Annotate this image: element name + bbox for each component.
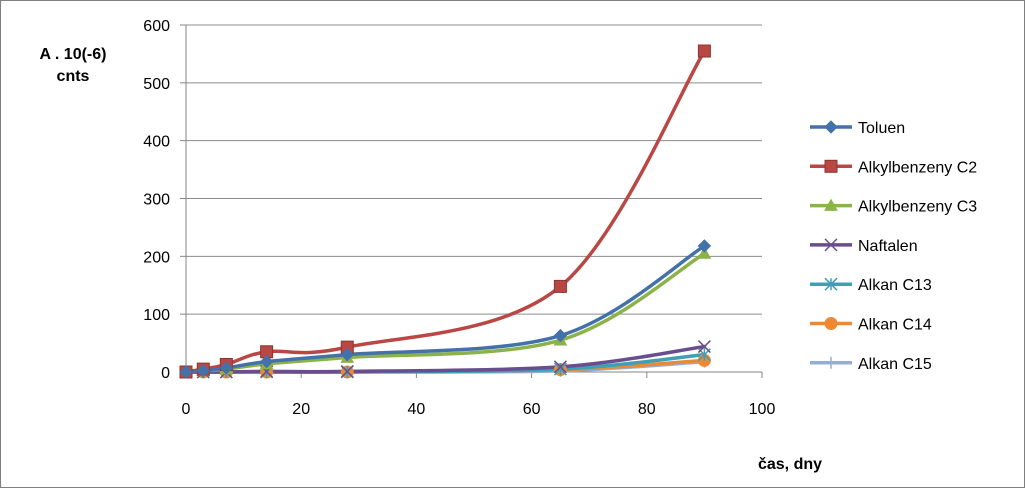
legend-marker-4: [824, 277, 838, 291]
legend-marker-3: [824, 238, 838, 252]
y-axis-label-line2: cnts: [56, 68, 90, 85]
y-tick-label-1: 100: [143, 307, 170, 324]
x-tick-label-0: 0: [182, 401, 191, 418]
data-point-0-3: [259, 354, 274, 369]
legend-label-2: Alkylbenzeny C3: [858, 199, 977, 216]
data-point-3-4: [340, 364, 354, 378]
legend-item-3: Naftalen: [810, 238, 918, 255]
data-point-2-6: [697, 246, 712, 259]
y-tick-label-4: 400: [143, 134, 170, 151]
data-point-0-5: [553, 328, 568, 343]
y-tick-label-5: 500: [143, 76, 170, 93]
legend-item-5: Alkan C14: [810, 317, 932, 334]
legend-item-6: Alkan C15: [810, 356, 932, 373]
x-tick-label-1: 20: [292, 401, 310, 418]
data-point-4-5: [553, 362, 567, 376]
data-point-0-0: [179, 365, 193, 379]
series-line-1: [184, 49, 707, 374]
data-point-3-6: [697, 340, 711, 354]
legend-label-3: Naftalen: [858, 238, 918, 255]
legend-label-6: Alkan C15: [858, 356, 932, 373]
legend-marker-6: [825, 356, 837, 369]
legend-label-4: Alkan C13: [858, 277, 932, 294]
legend-item-4: Alkan C13: [810, 277, 932, 294]
legend-marker-2: [824, 198, 838, 211]
data-point-0-6: [697, 239, 712, 253]
legend-marker-1: [824, 159, 838, 173]
data-point-1-6: [697, 44, 711, 58]
x-tick-label-4: 80: [638, 401, 656, 418]
data-point-1-5: [553, 279, 567, 293]
x-tick-label-2: 40: [408, 401, 426, 418]
y-tick-label-6: 600: [143, 18, 170, 35]
data-point-0-1: [196, 364, 210, 378]
legend-label-1: Alkylbenzeny C2: [858, 159, 977, 176]
x-tick-label-5: 100: [749, 401, 776, 418]
legend: Toluen Alkylbenzeny C2 Alkylbenzeny C3 Naft…: [810, 120, 977, 373]
legend-marker-0: [824, 120, 838, 134]
y-tick-label-0: 0: [161, 365, 170, 382]
legend-label-0: Toluen: [858, 120, 905, 137]
x-axis-label: čas, dny: [757, 456, 823, 473]
legend-item-1: Alkylbenzeny C2: [810, 159, 977, 176]
series-lines: [184, 49, 707, 374]
legend-item-2: Alkylbenzeny C3: [810, 198, 977, 216]
gridlines: [186, 24, 762, 315]
legend-label-5: Alkan C14: [858, 317, 932, 334]
y-axis-label-line1: A . 10(-6): [39, 46, 107, 63]
legend-marker-5: [824, 317, 838, 330]
data-point-3-5: [553, 360, 567, 374]
x-tick-label-3: 60: [523, 401, 541, 418]
data-point-0-4: [340, 347, 354, 362]
legend-item-0: Toluen: [810, 120, 905, 137]
x-tick-labels: 0 20 40 60 80 100: [182, 401, 776, 418]
y-axis-label: A . 10(-6) cnts: [28, 44, 118, 88]
data-point-0-2: [219, 361, 234, 375]
y-tick-label-3: 300: [143, 192, 170, 209]
series-markers: [179, 44, 712, 379]
y-tick-label-2: 200: [143, 249, 170, 266]
y-tick-labels: 0 100 200 300 400 500 600: [143, 18, 170, 382]
